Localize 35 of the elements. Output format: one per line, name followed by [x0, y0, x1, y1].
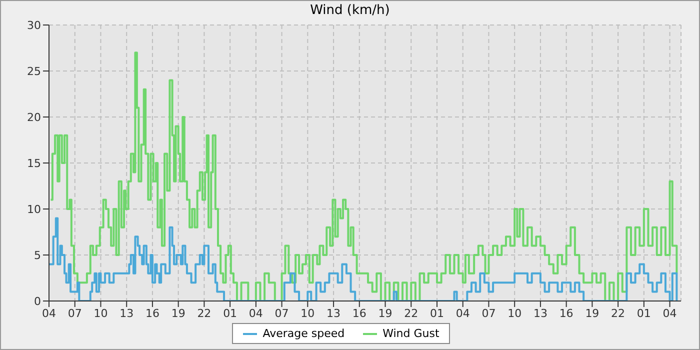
x-tick-label: 10 [94, 306, 108, 320]
y-tick-label: 30 [27, 18, 41, 32]
x-tick-label: 19 [585, 306, 600, 320]
x-tick-label: 04 [248, 306, 263, 320]
y-tick-label: 10 [27, 202, 41, 216]
x-tick-label: 13 [120, 306, 134, 320]
x-tick-label: 01 [636, 306, 651, 320]
x-tick-label: 10 [300, 306, 315, 320]
x-tick-label: 04 [662, 306, 677, 320]
x-tick-label: 07 [68, 306, 82, 320]
x-tick-label: 07 [482, 306, 496, 320]
x-tick-label: 22 [404, 306, 418, 320]
chart-title: Wind (km/h) [309, 2, 391, 18]
y-tick-label: 5 [34, 248, 41, 262]
y-tick-label: 15 [27, 156, 41, 170]
x-tick-label: 19 [171, 306, 186, 320]
x-tick-label: 04 [456, 306, 470, 320]
x-tick-label: 16 [352, 306, 366, 320]
x-tick-label: 22 [197, 306, 212, 320]
x-tick-label: 19 [378, 306, 392, 320]
x-tick-label: 04 [42, 306, 56, 320]
x-tick-label: 01 [430, 306, 444, 320]
x-tick-label: 16 [559, 306, 574, 320]
x-tick-label: 01 [223, 306, 238, 320]
legend-label: Wind Gust [382, 327, 440, 340]
y-tick-label: 0 [34, 294, 41, 308]
x-tick-label: 13 [533, 306, 548, 320]
x-tick-label: 10 [508, 306, 522, 320]
y-tick-label: 20 [27, 110, 41, 124]
x-tick-label: 22 [611, 306, 626, 320]
x-tick-label: 13 [326, 306, 341, 320]
x-tick-label: 07 [274, 306, 289, 320]
y-tick-label: 25 [27, 64, 41, 78]
legend-label: Average speed [262, 327, 345, 340]
x-tick-label: 16 [145, 306, 160, 320]
